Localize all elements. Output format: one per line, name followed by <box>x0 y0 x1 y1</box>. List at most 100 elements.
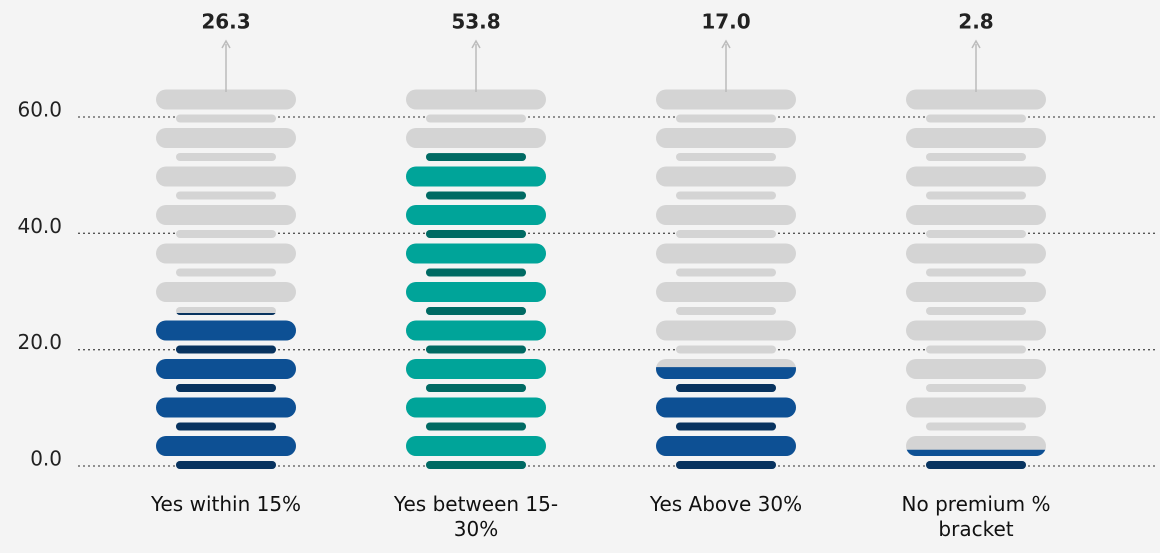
pill <box>156 320 296 341</box>
thin-bar <box>426 230 526 238</box>
pill <box>906 128 1046 148</box>
thin-bar <box>926 268 1026 277</box>
thin-shade <box>426 307 526 315</box>
x-tick-label: Yes between 15-30% <box>393 492 559 541</box>
pill <box>406 359 546 379</box>
y-tick-label: 40.0 <box>17 214 62 238</box>
thin-shade <box>426 384 526 392</box>
thin-bar <box>176 345 276 354</box>
pill <box>906 89 1046 110</box>
thin-shade <box>176 461 276 469</box>
thin-bar <box>926 307 1026 315</box>
bar-shade <box>926 461 1026 469</box>
pill <box>406 243 546 264</box>
pill <box>656 205 796 225</box>
thin-bar <box>176 114 276 123</box>
pill <box>406 282 546 302</box>
value-label: 2.8 <box>958 10 993 34</box>
bar <box>406 153 546 469</box>
thin-bar <box>176 191 276 200</box>
pill <box>156 397 296 418</box>
pill <box>906 397 1046 418</box>
bar-shade <box>176 313 276 469</box>
thin-shade <box>176 422 276 431</box>
pill <box>406 205 546 225</box>
thin-bar <box>176 422 276 431</box>
thin-shade <box>426 191 526 200</box>
pill <box>906 282 1046 302</box>
thin-shade <box>426 345 526 354</box>
pill <box>156 89 296 110</box>
pill <box>406 89 546 110</box>
pill <box>406 436 546 456</box>
thin-shade <box>176 384 276 392</box>
value-label: 17.0 <box>701 10 750 34</box>
thin-bar <box>676 384 776 392</box>
pill <box>656 166 796 187</box>
thin-shade <box>426 268 526 277</box>
bar-background <box>906 89 1046 469</box>
thin-bar <box>176 307 276 315</box>
pill <box>156 243 296 264</box>
thin-bar <box>426 114 526 123</box>
pill <box>406 320 546 341</box>
pill <box>156 282 296 302</box>
arrow-head <box>721 39 731 49</box>
thin-shade <box>676 461 776 469</box>
thin-shade <box>426 230 526 238</box>
thin-bar <box>926 230 1026 238</box>
arrow-head <box>971 39 981 49</box>
thin-shade <box>176 313 276 315</box>
thin-bar <box>676 268 776 277</box>
pill <box>406 166 546 187</box>
thin-bar <box>926 384 1026 392</box>
y-tick-label: 20.0 <box>17 330 62 354</box>
thin-bar <box>426 345 526 354</box>
thin-shade <box>426 422 526 431</box>
thin-shade <box>676 422 776 431</box>
pill <box>156 128 296 148</box>
pill <box>906 205 1046 225</box>
pill <box>656 367 796 379</box>
pill <box>156 436 296 456</box>
pill <box>156 359 296 379</box>
pill <box>906 166 1046 187</box>
thin-bar <box>426 422 526 431</box>
bar <box>156 313 296 469</box>
pill <box>656 282 796 302</box>
thin-bar <box>676 114 776 123</box>
thin-bar <box>176 384 276 392</box>
pill <box>656 436 796 456</box>
thin-bar <box>926 422 1026 431</box>
thin-bar <box>176 313 276 315</box>
pill <box>656 128 796 148</box>
thin-bar <box>676 230 776 238</box>
thin-bar <box>426 153 526 161</box>
thin-bar <box>176 153 276 161</box>
bar-shade <box>426 153 526 469</box>
thin-bar <box>426 461 526 469</box>
thin-bar <box>176 230 276 238</box>
pill <box>906 449 1046 456</box>
thin-bar <box>676 191 776 200</box>
thin-bar <box>926 461 1026 469</box>
thin-bar <box>676 422 776 431</box>
bar <box>906 449 1046 469</box>
bar <box>656 367 796 469</box>
x-tick-label: Yes Above 30% <box>649 492 803 516</box>
thin-bar <box>426 307 526 315</box>
pill <box>656 320 796 341</box>
pill <box>906 359 1046 379</box>
pill <box>656 89 796 110</box>
thin-shade <box>426 153 526 161</box>
thin-shade <box>426 461 526 469</box>
pill <box>656 397 796 418</box>
thin-shade <box>926 461 1026 469</box>
y-tick-label: 60.0 <box>17 98 62 122</box>
pill <box>656 243 796 264</box>
thin-bar <box>926 345 1026 354</box>
thin-bar <box>676 461 776 469</box>
bar-shade <box>676 384 776 469</box>
pill <box>406 128 546 148</box>
